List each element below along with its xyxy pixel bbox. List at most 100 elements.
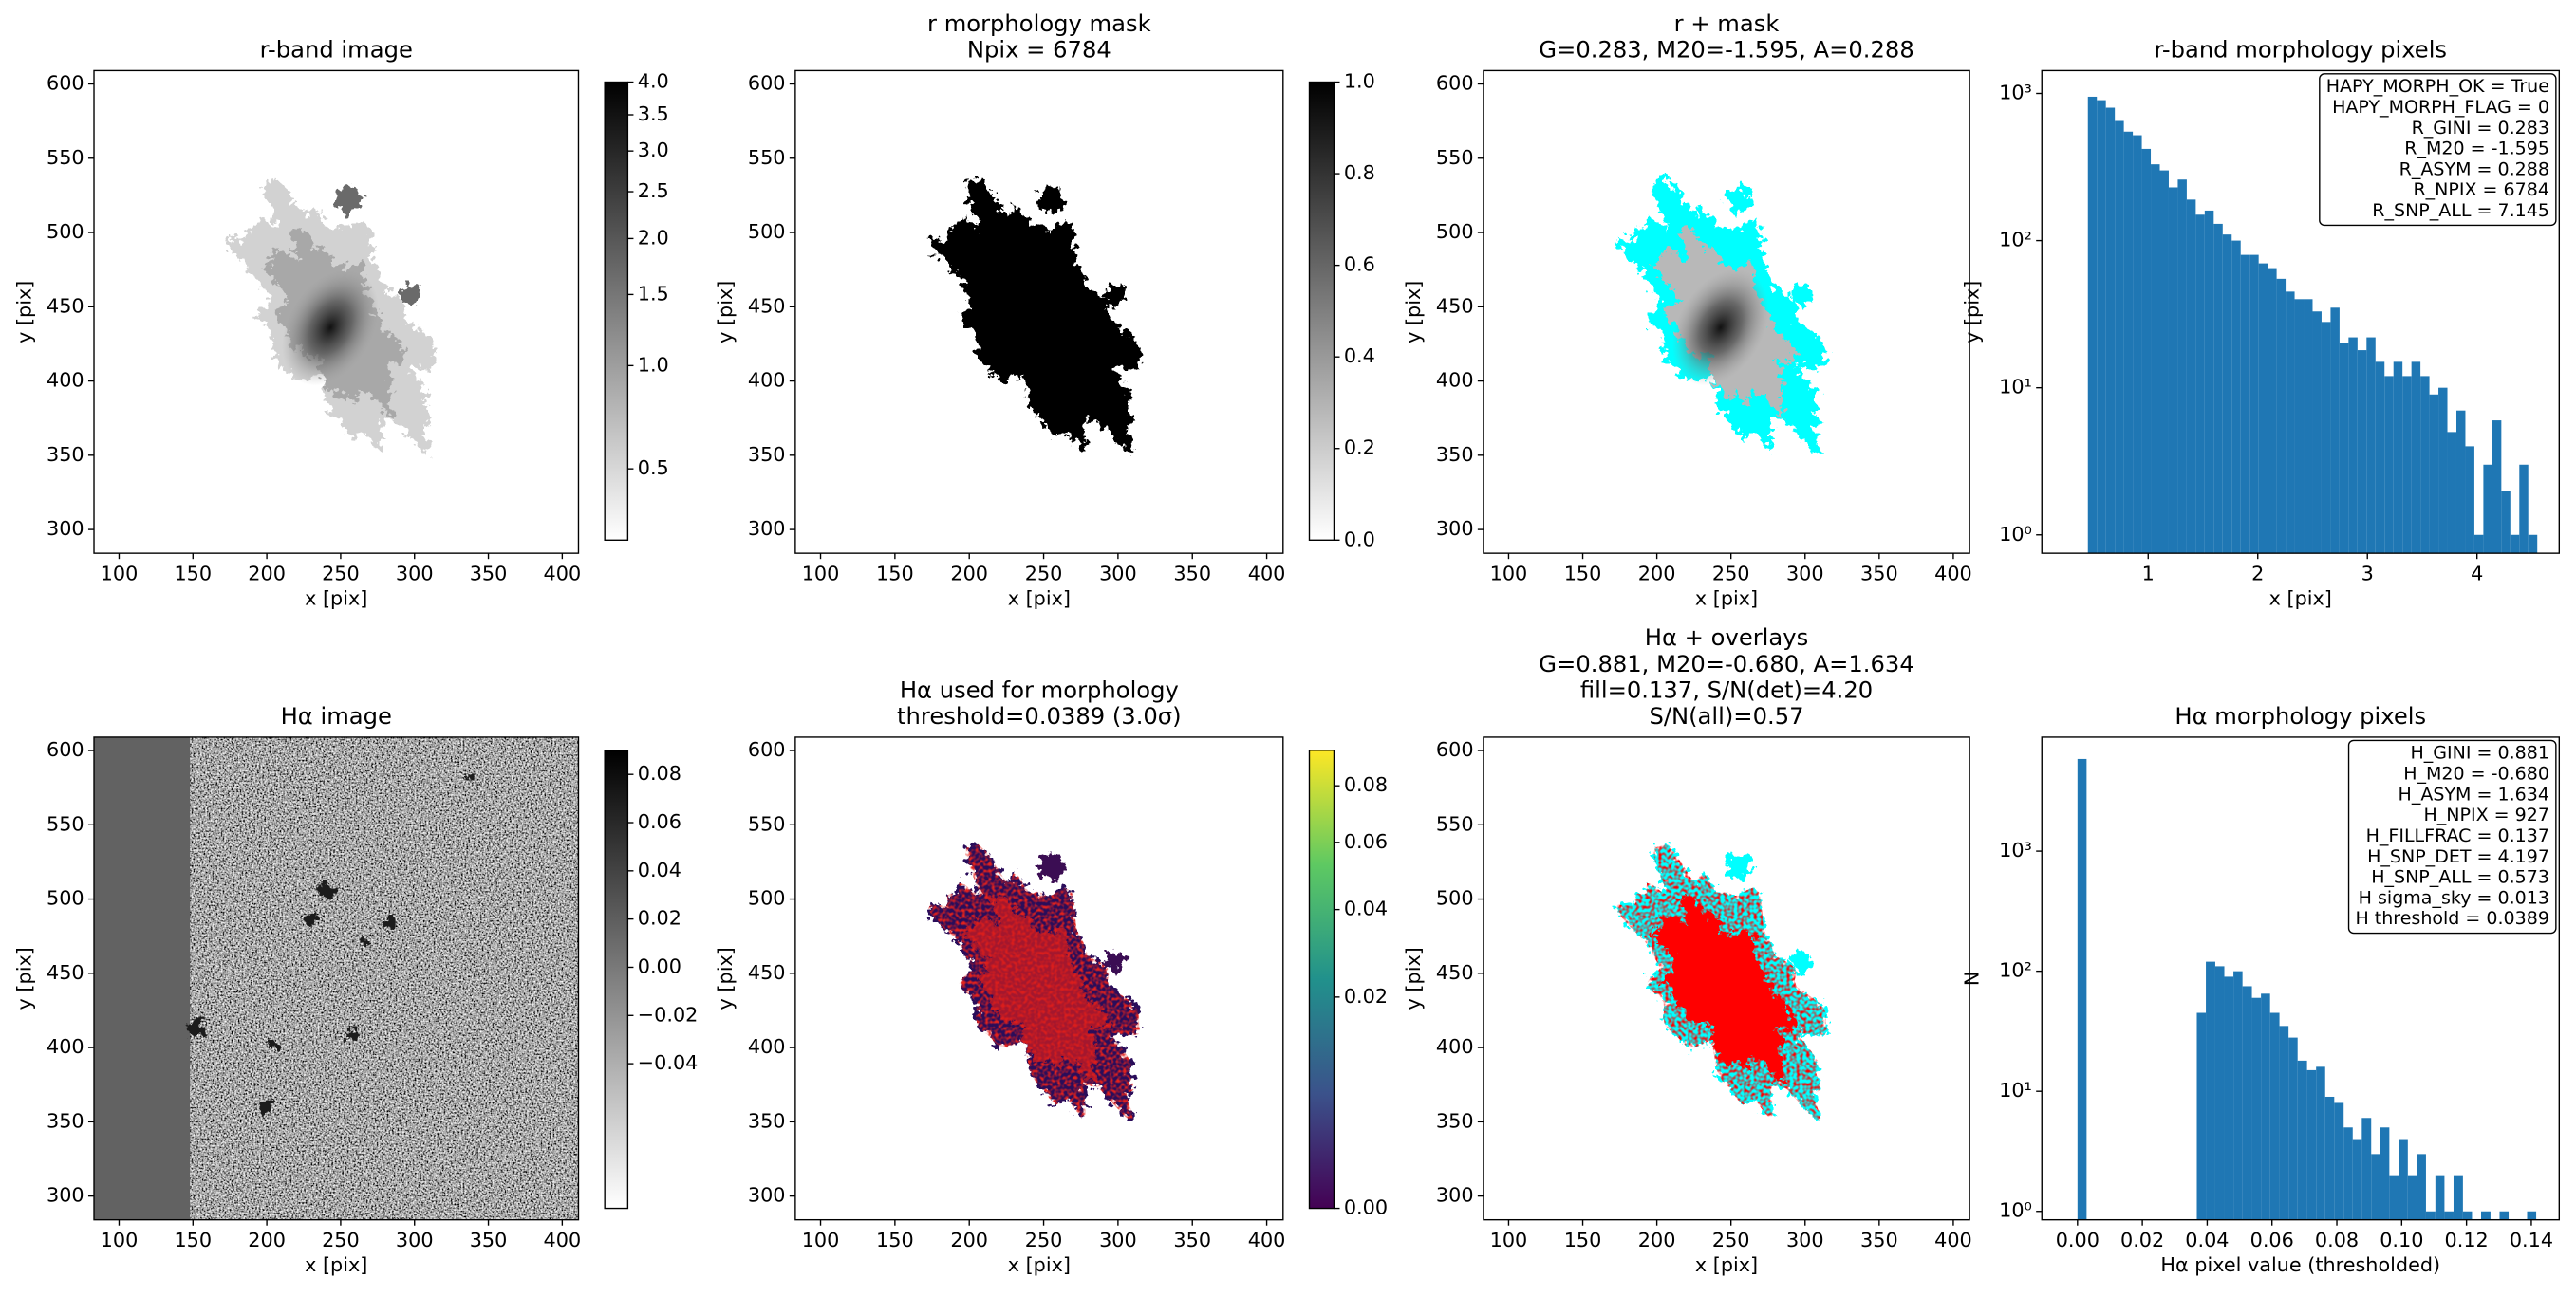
x-axis-label: x [pix] <box>2269 587 2332 610</box>
hist-bar <box>2455 410 2466 554</box>
core <box>1671 269 1769 386</box>
y-tick-label: 450 <box>1436 961 1474 984</box>
hist-bar <box>2366 337 2376 554</box>
y-tick-label: 400 <box>748 1035 786 1058</box>
hist-bar <box>2352 1139 2362 1220</box>
x-tick-label: 250 <box>322 563 360 585</box>
y-tick-label: 500 <box>1436 887 1474 910</box>
x-axis-label: x [pix] <box>305 587 367 610</box>
panel-title: r + mask <box>1674 10 1780 37</box>
colorbar-tick-label: 1.0 <box>1344 70 1375 93</box>
x-tick-label: 0.10 <box>2380 1229 2423 1251</box>
hist-bar <box>2242 986 2252 1220</box>
colorbar-tick-label: 4.0 <box>638 70 669 93</box>
hist-bar <box>2384 376 2394 554</box>
x-tick-label: 100 <box>802 1229 840 1251</box>
colorbar-tick-label: 2.5 <box>638 179 669 202</box>
x-tick-label: 0.02 <box>2120 1229 2164 1251</box>
panel-title: r-band image <box>260 37 413 64</box>
hist-bar <box>2375 361 2385 554</box>
x-tick-label: 350 <box>1173 1229 1211 1251</box>
stats-line: HAPY_MORPH_FLAG = 0 <box>2332 97 2549 118</box>
stats-line: R_NPIX = 6784 <box>2413 179 2548 200</box>
x-tick-label: 400 <box>1934 563 1972 585</box>
axes-frame <box>1483 736 1970 1221</box>
panel-title: fill=0.137, S/N(det)=4.20 <box>1580 676 1873 703</box>
hist-bar <box>2339 343 2349 554</box>
x-tick-label: 400 <box>544 1229 582 1251</box>
hist-bar <box>2251 997 2262 1220</box>
colorbar-tick-label: 1.5 <box>638 282 669 305</box>
hist-bar <box>2492 420 2502 554</box>
x-tick-label: 150 <box>1564 563 1602 585</box>
x-tick-label: 350 <box>470 1229 508 1251</box>
axes-frame <box>794 736 1284 1221</box>
hist-bar <box>2123 131 2134 554</box>
y-axis-label: y [pix] <box>12 281 35 343</box>
stats-line: HAPY_MORPH_OK = True <box>2326 76 2549 97</box>
y-tick-label: 600 <box>748 738 786 761</box>
knot <box>1725 853 1752 880</box>
colorbar-tick-label: 0.4 <box>1344 344 1375 367</box>
hist-bar <box>2276 278 2287 554</box>
hist-bar <box>2288 1037 2298 1220</box>
panel-title: threshold=0.0389 (3.0σ) <box>897 703 1182 730</box>
x-tick-label: 100 <box>1490 563 1528 585</box>
hist-bar <box>2324 1096 2335 1220</box>
y-tick-label: 550 <box>1436 812 1474 835</box>
panel-title: Hα morphology pixels <box>2175 703 2426 730</box>
axes-frame <box>93 69 580 554</box>
y-tick-label: 450 <box>47 294 84 317</box>
stats-line: R_SNP_ALL = 7.145 <box>2372 200 2549 221</box>
hist-bar <box>2268 268 2277 554</box>
x-tick-label: 150 <box>876 1229 914 1251</box>
hist-bar <box>2222 234 2232 554</box>
hist-bar <box>2380 1127 2390 1220</box>
hist-bar <box>2077 758 2087 1220</box>
hist-bar <box>2330 307 2340 554</box>
colorbar <box>604 81 629 541</box>
hist-bar <box>2294 299 2305 554</box>
y-axis-label: y [pix] <box>1961 281 1984 343</box>
y-tick-label: 10⁰ <box>1999 523 2032 546</box>
hist-bar <box>2334 1102 2344 1220</box>
hist-bar <box>2141 148 2152 554</box>
y-axis-label: y [pix] <box>12 947 35 1010</box>
hist-bar <box>2417 1154 2426 1220</box>
hist-bar <box>2196 1012 2207 1220</box>
hist-bar <box>2159 170 2169 554</box>
hist-bar <box>2206 961 2215 1220</box>
hist-bar <box>2438 387 2448 554</box>
x-tick-label: 0.08 <box>2315 1229 2359 1251</box>
y-tick-label: 550 <box>1436 146 1474 169</box>
stats-line: H_GINI = 0.881 <box>2410 743 2548 764</box>
knot <box>1725 186 1752 213</box>
hist-bar <box>2519 464 2529 554</box>
x-tick-label: 300 <box>396 563 434 585</box>
colorbar-tick-label: 3.0 <box>638 139 669 161</box>
x-tick-label: 400 <box>1248 563 1286 585</box>
y-tick-label: 350 <box>1436 443 1474 466</box>
hist-bar <box>2447 432 2456 554</box>
colorbar-tick-label: 0.06 <box>1344 830 1388 853</box>
knot <box>1104 951 1126 973</box>
x-tick-label: 4 <box>2471 563 2483 585</box>
y-axis-label: y [pix] <box>714 947 737 1010</box>
hist-bar <box>2389 1175 2399 1220</box>
x-tick-label: 200 <box>950 1229 988 1251</box>
colorbar-tick-label: 0.08 <box>1344 773 1388 796</box>
y-tick-label: 500 <box>1436 220 1474 243</box>
hist-bar <box>2411 361 2421 554</box>
y-tick-label: 500 <box>47 887 84 910</box>
x-tick-label: 2 <box>2251 563 2264 585</box>
hist-bar <box>2420 376 2430 554</box>
colorbar-tick-label: 0.5 <box>638 456 669 479</box>
image-content <box>226 177 437 454</box>
y-tick-label: 300 <box>47 1184 84 1207</box>
x-tick-label: 200 <box>248 1229 286 1251</box>
y-tick-label: 10² <box>1999 229 2032 251</box>
axes-frame <box>1483 69 1970 554</box>
y-tick-label: 550 <box>47 146 84 169</box>
